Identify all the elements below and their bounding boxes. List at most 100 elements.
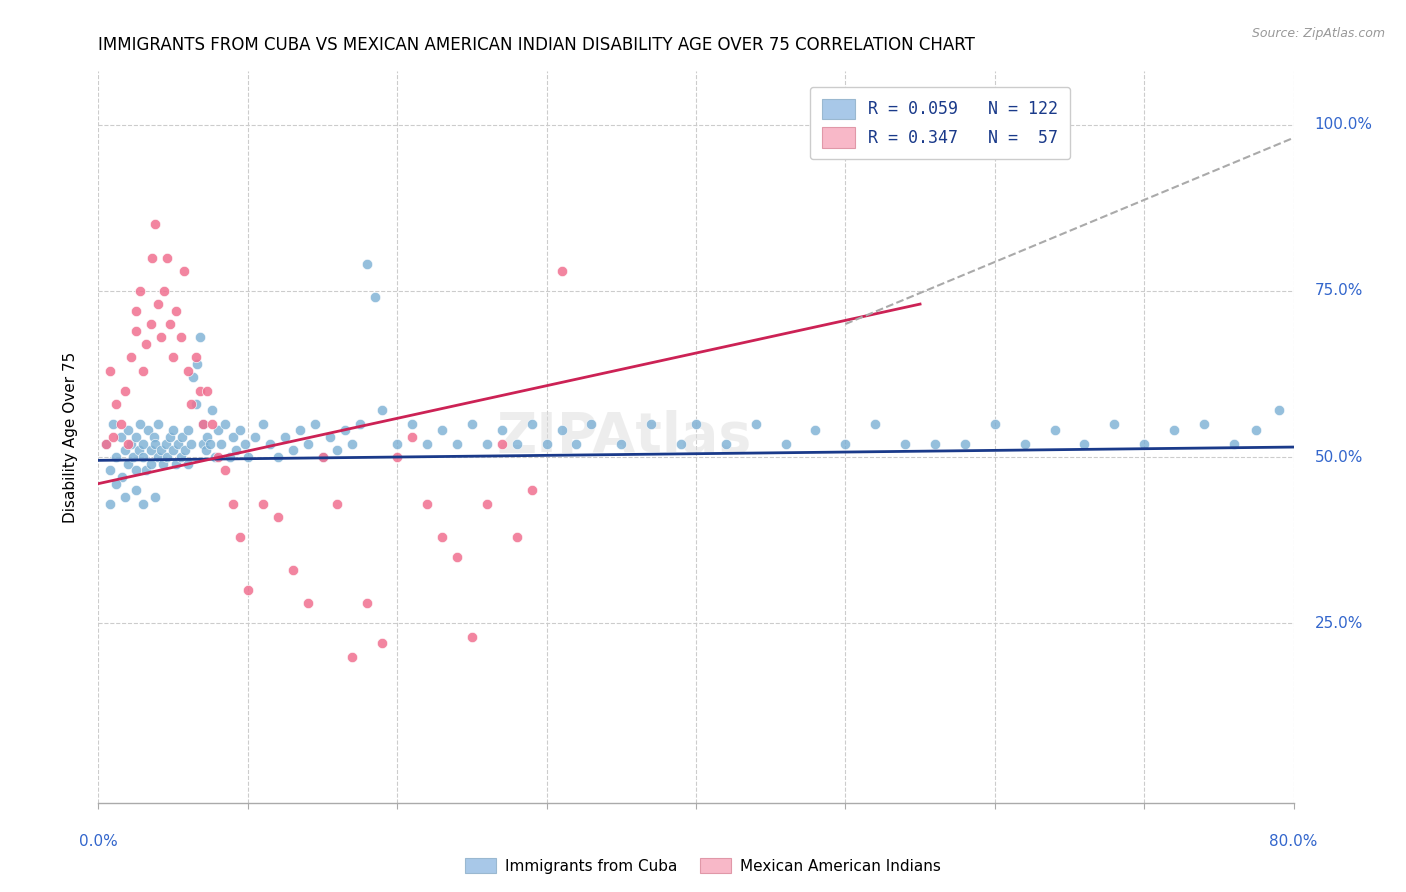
Point	[311, 450, 333, 464]
Point	[491, 424, 513, 438]
Point	[297, 596, 319, 610]
Point	[281, 443, 304, 458]
Point	[207, 450, 229, 464]
Point	[356, 596, 378, 610]
Point	[1104, 417, 1126, 431]
Point	[550, 424, 572, 438]
Point	[153, 284, 176, 298]
Point	[356, 257, 378, 271]
Point	[520, 483, 543, 498]
Point	[125, 303, 148, 318]
Point	[714, 436, 737, 450]
Point	[200, 436, 222, 450]
Point	[169, 450, 191, 464]
Point	[132, 450, 155, 464]
Point	[169, 330, 191, 344]
Text: ZIPAtlas: ZIPAtlas	[496, 410, 752, 464]
Point	[148, 450, 170, 464]
Point	[894, 436, 917, 450]
Point	[114, 490, 136, 504]
Point	[371, 403, 394, 417]
Point	[162, 424, 184, 438]
Point	[214, 417, 236, 431]
Point	[236, 582, 259, 597]
Point	[245, 430, 267, 444]
Point	[983, 417, 1005, 431]
Point	[201, 417, 224, 431]
Point	[173, 264, 195, 278]
Point	[98, 497, 122, 511]
Point	[180, 436, 202, 450]
Point	[834, 436, 856, 450]
Point	[219, 450, 242, 464]
Point	[385, 450, 409, 464]
Point	[326, 497, 349, 511]
Point	[385, 436, 409, 450]
Point	[401, 430, 423, 444]
Legend: Immigrants from Cuba, Mexican American Indians: Immigrants from Cuba, Mexican American I…	[460, 852, 946, 880]
Point	[94, 436, 117, 450]
Point	[159, 430, 181, 444]
Point	[129, 417, 152, 431]
Text: 80.0%: 80.0%	[1270, 834, 1317, 849]
Point	[669, 436, 692, 450]
Point	[94, 436, 117, 450]
Point	[162, 351, 184, 365]
Point	[191, 436, 214, 450]
Point	[204, 450, 226, 464]
Point	[745, 417, 768, 431]
Point	[565, 436, 588, 450]
Point	[1223, 436, 1246, 450]
Text: 100.0%: 100.0%	[1315, 117, 1372, 132]
Point	[143, 490, 166, 504]
Point	[311, 450, 333, 464]
Point	[129, 284, 152, 298]
Point	[148, 417, 170, 431]
Point	[165, 457, 187, 471]
Point	[1192, 417, 1215, 431]
Point	[132, 497, 155, 511]
Point	[180, 397, 202, 411]
Point	[141, 251, 163, 265]
Point	[222, 497, 245, 511]
Point	[207, 424, 229, 438]
Point	[150, 330, 173, 344]
Point	[775, 436, 797, 450]
Point	[120, 436, 142, 450]
Point	[188, 384, 211, 398]
Point	[1073, 436, 1095, 450]
Point	[475, 436, 498, 450]
Point	[114, 443, 136, 458]
Point	[188, 330, 211, 344]
Point	[304, 417, 326, 431]
Point	[416, 497, 439, 511]
Text: 75.0%: 75.0%	[1315, 284, 1362, 298]
Point	[274, 430, 297, 444]
Point	[156, 450, 179, 464]
Point	[114, 384, 136, 398]
Point	[139, 443, 162, 458]
Point	[506, 436, 529, 450]
Point	[194, 443, 218, 458]
Point	[197, 384, 219, 398]
Point	[172, 430, 194, 444]
Point	[506, 530, 529, 544]
Point	[685, 417, 707, 431]
Legend: R = 0.059   N = 122, R = 0.347   N =  57: R = 0.059 N = 122, R = 0.347 N = 57	[810, 87, 1070, 160]
Point	[865, 417, 887, 431]
Point	[142, 430, 165, 444]
Text: 0.0%: 0.0%	[79, 834, 118, 849]
Point	[174, 443, 197, 458]
Point	[416, 436, 439, 450]
Text: 50.0%: 50.0%	[1315, 450, 1362, 465]
Point	[201, 403, 224, 417]
Point	[110, 417, 132, 431]
Point	[446, 549, 468, 564]
Point	[152, 457, 174, 471]
Point	[550, 264, 572, 278]
Point	[181, 370, 204, 384]
Point	[136, 424, 159, 438]
Point	[252, 417, 274, 431]
Point	[110, 430, 132, 444]
Point	[143, 217, 166, 231]
